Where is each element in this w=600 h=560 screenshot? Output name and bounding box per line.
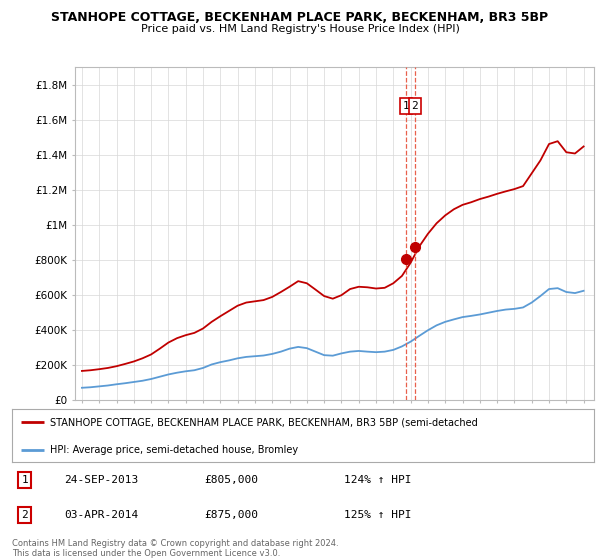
Text: 125% ↑ HPI: 125% ↑ HPI bbox=[344, 510, 411, 520]
Text: 2: 2 bbox=[412, 101, 418, 111]
Text: £805,000: £805,000 bbox=[204, 475, 258, 486]
Text: 124% ↑ HPI: 124% ↑ HPI bbox=[344, 475, 411, 486]
Text: STANHOPE COTTAGE, BECKENHAM PLACE PARK, BECKENHAM, BR3 5BP (semi-detached: STANHOPE COTTAGE, BECKENHAM PLACE PARK, … bbox=[50, 417, 478, 427]
Text: STANHOPE COTTAGE, BECKENHAM PLACE PARK, BECKENHAM, BR3 5BP: STANHOPE COTTAGE, BECKENHAM PLACE PARK, … bbox=[52, 11, 548, 24]
Text: 24-SEP-2013: 24-SEP-2013 bbox=[64, 475, 139, 486]
Text: 03-APR-2014: 03-APR-2014 bbox=[64, 510, 139, 520]
Text: 1: 1 bbox=[22, 475, 28, 486]
Text: £875,000: £875,000 bbox=[204, 510, 258, 520]
Text: 2: 2 bbox=[22, 510, 28, 520]
Text: HPI: Average price, semi-detached house, Bromley: HPI: Average price, semi-detached house,… bbox=[50, 445, 298, 455]
Text: Contains HM Land Registry data © Crown copyright and database right 2024.
This d: Contains HM Land Registry data © Crown c… bbox=[12, 539, 338, 558]
Text: 1: 1 bbox=[403, 101, 409, 111]
Text: Price paid vs. HM Land Registry's House Price Index (HPI): Price paid vs. HM Land Registry's House … bbox=[140, 24, 460, 34]
